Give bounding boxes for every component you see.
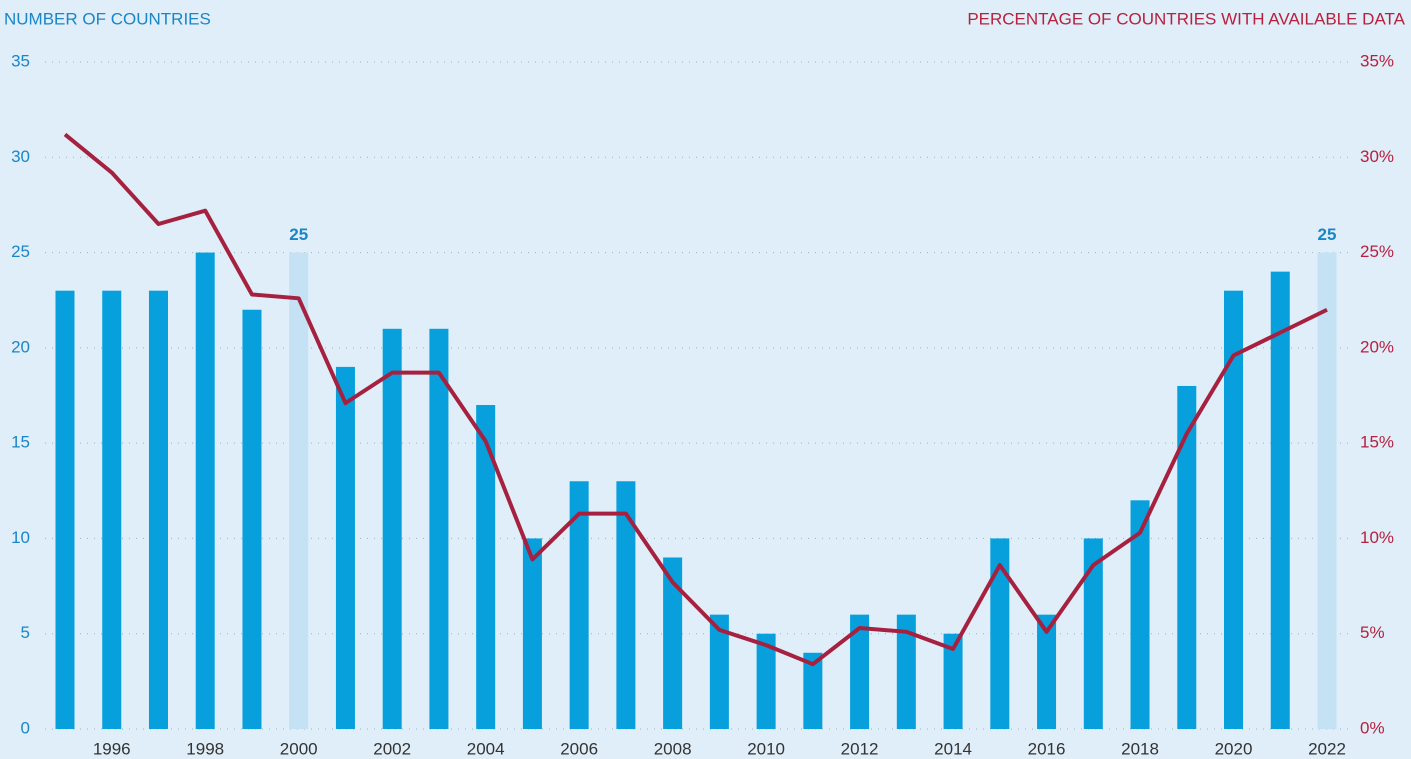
x-tick-label: 2000 <box>280 739 318 758</box>
y-tick-label: 10 <box>11 528 30 547</box>
bar <box>709 614 729 729</box>
x-tick-label: 2002 <box>373 739 411 758</box>
bar <box>242 309 262 729</box>
y-tick-label: 15 <box>11 433 30 452</box>
line <box>63 132 1328 667</box>
y2-tick-label: 35% <box>1360 51 1394 70</box>
x-tick-label: 2020 <box>1215 739 1253 758</box>
x-tick-label: 2022 <box>1308 739 1346 758</box>
x-tick-label: 2010 <box>747 739 785 758</box>
bar <box>289 252 309 730</box>
bar <box>943 633 963 729</box>
bar <box>195 252 215 730</box>
data-label: 25 <box>289 225 308 244</box>
x-tick-label: 2006 <box>560 739 598 758</box>
y-tick-label: 0 <box>21 718 30 737</box>
bar <box>756 633 776 729</box>
y-axis-title: NUMBER OF COUNTRIES <box>4 9 211 28</box>
bar <box>1270 271 1290 729</box>
bar <box>663 557 683 729</box>
x-tick-label: 2008 <box>654 739 692 758</box>
bar <box>616 481 636 729</box>
bar <box>990 538 1010 729</box>
y2-tick-label: 15% <box>1360 433 1394 452</box>
bar <box>1037 614 1057 729</box>
bar <box>476 405 496 729</box>
bar <box>382 328 402 729</box>
bar <box>850 614 870 729</box>
bar <box>896 614 916 729</box>
x-tick-label: 2016 <box>1028 739 1066 758</box>
bar <box>522 538 542 729</box>
y2-tick-label: 10% <box>1360 528 1394 547</box>
y2-tick-label: 20% <box>1360 337 1394 356</box>
bar <box>102 290 122 729</box>
x-tick-label: 2014 <box>934 739 972 758</box>
y-tick-label: 20 <box>11 337 30 356</box>
y2-tick-label: 0% <box>1360 718 1385 737</box>
bar <box>148 290 168 729</box>
bar <box>429 328 449 729</box>
bar <box>1083 538 1103 729</box>
y2-tick-label: 30% <box>1360 147 1394 166</box>
bar <box>569 481 589 729</box>
data-label: 25 <box>1318 225 1337 244</box>
bar <box>1317 252 1337 730</box>
bar <box>335 366 355 729</box>
x-tick-label: 2018 <box>1121 739 1159 758</box>
y-tick-label: 30 <box>11 147 30 166</box>
bar <box>803 652 823 729</box>
y-tick-label: 5 <box>21 623 30 642</box>
y2-tick-label: 5% <box>1360 623 1385 642</box>
x-tick-label: 2012 <box>841 739 879 758</box>
bar <box>1130 500 1150 729</box>
bar <box>1177 385 1197 729</box>
y2-tick-label: 25% <box>1360 242 1394 261</box>
bar <box>1224 290 1244 729</box>
x-tick-label: 1996 <box>93 739 131 758</box>
bar <box>55 290 75 729</box>
y2-axis-title: PERCENTAGE OF COUNTRIES WITH AVAILABLE D… <box>967 9 1405 28</box>
x-tick-label: 1998 <box>186 739 224 758</box>
y-tick-label: 25 <box>11 242 30 261</box>
y-tick-label: 35 <box>11 51 30 70</box>
x-tick-label: 2004 <box>467 739 505 758</box>
